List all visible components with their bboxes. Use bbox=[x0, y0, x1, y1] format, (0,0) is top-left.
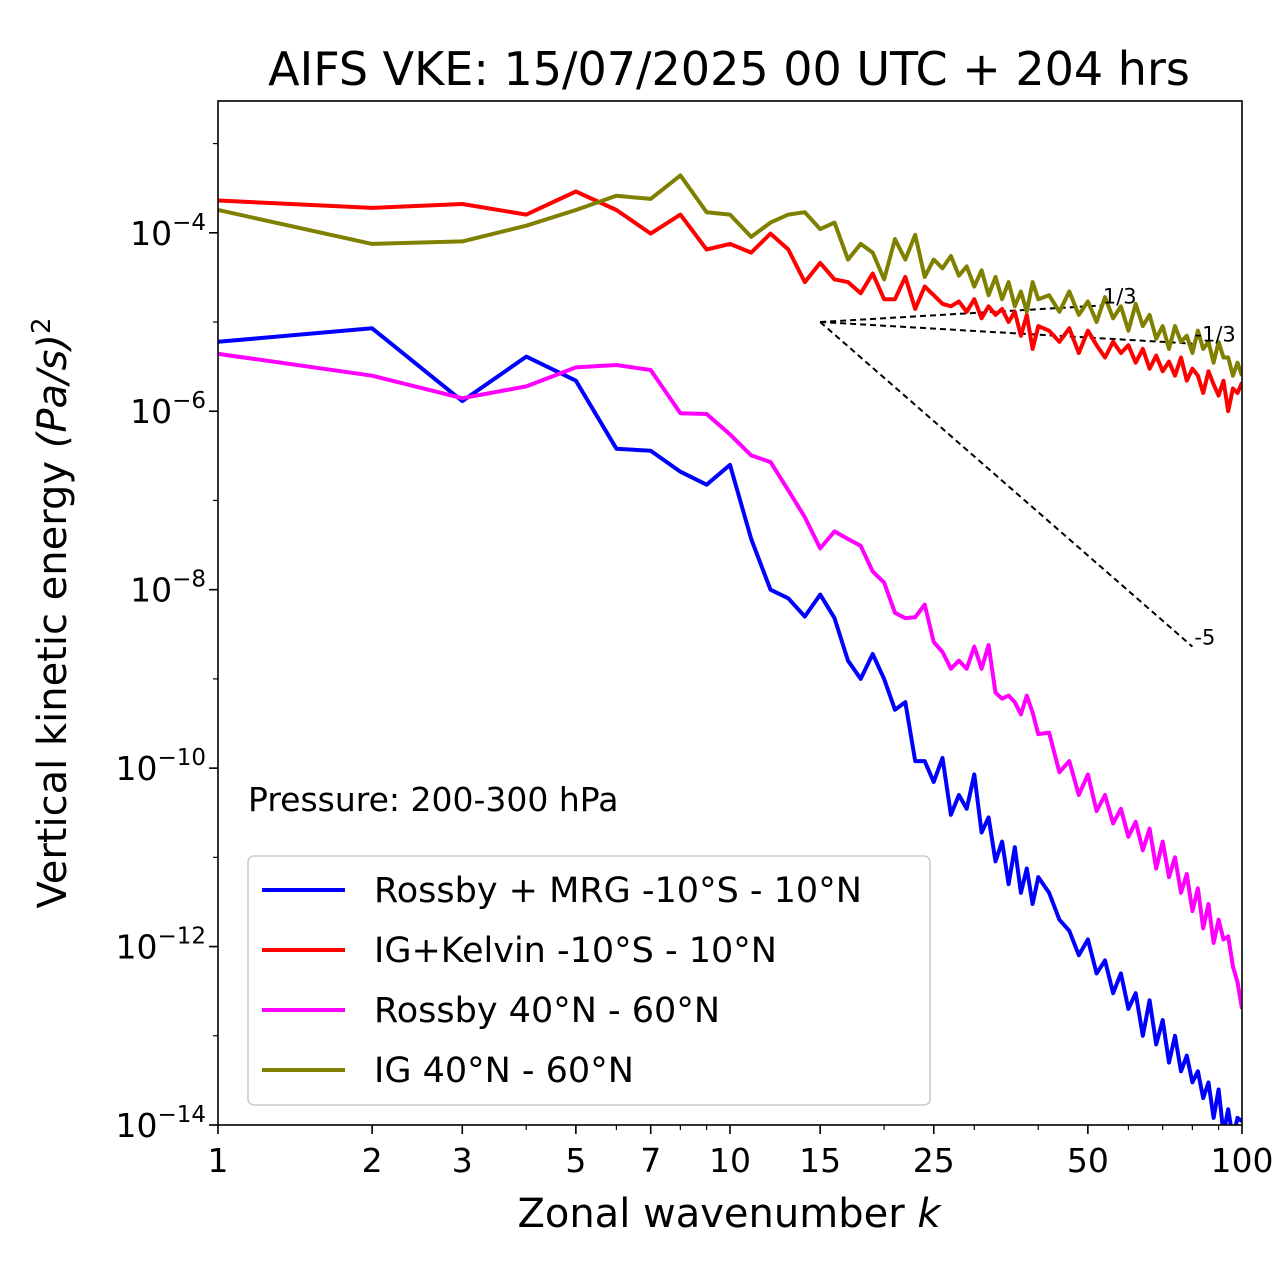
x-tick-label: 100 bbox=[1211, 1141, 1274, 1180]
slope-labels: 1/3 -1/3 -5 bbox=[1103, 285, 1236, 650]
x-axis-label: Zonal wavenumber k bbox=[517, 1191, 942, 1237]
legend-item: IG+Kelvin -10°S - 10°N bbox=[262, 931, 777, 971]
legend-item: IG 40°N - 60°N bbox=[262, 1051, 634, 1091]
reference-line-3 bbox=[819, 321, 1194, 648]
x-tick-label: 1 bbox=[208, 1141, 229, 1180]
x-tick-label: 3 bbox=[452, 1141, 473, 1180]
x-tick-label: 15 bbox=[799, 1141, 841, 1180]
y-tick-label: 10−4 bbox=[130, 210, 206, 253]
slope-label-1: 1/3 bbox=[1103, 285, 1137, 309]
y-axis-label: Vertical kinetic energy (Pa/s)2 bbox=[27, 318, 76, 909]
legend-label: IG+Kelvin -10°S - 10°N bbox=[374, 931, 777, 971]
legend-label: IG 40°N - 60°N bbox=[374, 1051, 634, 1091]
y-tick-label: 10−12 bbox=[115, 924, 206, 967]
y-tick-labels: 10−4 10−6 10−8 10−10 10−12 10−14 bbox=[115, 210, 206, 1145]
legend-label: Rossby + MRG -10°S - 10°N bbox=[374, 871, 862, 911]
y-tick-label: 10−6 bbox=[130, 388, 206, 431]
legend-item: Rossby + MRG -10°S - 10°N bbox=[262, 871, 862, 911]
reference-line-1 bbox=[820, 304, 1101, 324]
x-tick-label: 5 bbox=[565, 1141, 586, 1180]
series-line-2 bbox=[218, 189, 1242, 414]
slope-label-2: -1/3 bbox=[1194, 323, 1235, 347]
series-line-1 bbox=[218, 326, 1242, 1125]
series-lines bbox=[218, 173, 1242, 1125]
axis-ticks bbox=[209, 142, 1243, 1134]
x-tick-labels: 1 2 3 5 7 10 15 25 50 100 bbox=[208, 1141, 1274, 1180]
x-tick-label: 2 bbox=[362, 1141, 383, 1180]
pressure-annotation: Pressure: 200-300 hPa bbox=[248, 780, 618, 819]
reference-lines bbox=[819, 304, 1194, 648]
x-tick-label: 50 bbox=[1067, 1141, 1109, 1180]
y-tick-label: 10−14 bbox=[115, 1102, 206, 1145]
legend-box bbox=[247, 855, 931, 1106]
series-line-3 bbox=[218, 351, 1242, 1010]
slope-label-3: -5 bbox=[1194, 626, 1215, 650]
series-line-4 bbox=[218, 173, 1242, 378]
y-tick-label: 10−8 bbox=[130, 567, 206, 610]
chart-title: AIFS VKE: 15/07/2025 00 UTC + 204 hrs bbox=[268, 42, 1190, 96]
legend-label: Rossby 40°N - 60°N bbox=[374, 991, 720, 1031]
y-tick-label: 10−10 bbox=[115, 745, 206, 788]
legend: Rossby + MRG -10°S - 10°N IG+Kelvin -10°S… bbox=[247, 855, 931, 1106]
legend-item: Rossby 40°N - 60°N bbox=[262, 991, 720, 1031]
x-tick-label: 25 bbox=[913, 1141, 955, 1180]
reference-line-2 bbox=[820, 321, 1193, 345]
x-tick-label: 7 bbox=[640, 1141, 661, 1180]
x-tick-label: 10 bbox=[709, 1141, 751, 1180]
